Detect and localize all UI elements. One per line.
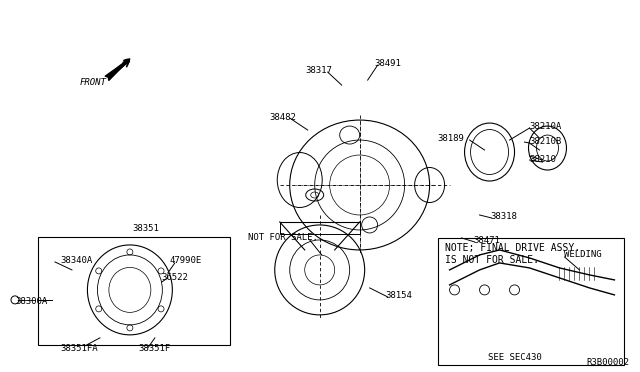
Text: FRONT: FRONT [80, 78, 107, 87]
Text: 38471: 38471 [474, 237, 500, 246]
Text: 38340A: 38340A [60, 256, 92, 266]
Text: 38300A: 38300A [15, 297, 47, 307]
Text: 38351F: 38351F [138, 344, 170, 353]
Text: NOT FOR SALE.: NOT FOR SALE. [248, 234, 317, 243]
Text: 38491: 38491 [374, 59, 401, 68]
Text: NOTE; FINAL DRIVE ASSY.: NOTE; FINAL DRIVE ASSY. [445, 243, 580, 253]
Text: WELDING: WELDING [564, 250, 602, 259]
Bar [438, 238, 625, 365]
Text: 38351: 38351 [132, 224, 159, 234]
Text: IS NOT FOR SALE.: IS NOT FOR SALE. [445, 255, 539, 265]
Text: 38154: 38154 [386, 291, 413, 301]
Text: 38318: 38318 [490, 212, 517, 221]
Text: R3B00002: R3B00002 [586, 358, 630, 367]
Text: 38351FA: 38351FA [60, 344, 97, 353]
Text: 38210: 38210 [529, 154, 556, 164]
Text: 38210A: 38210A [529, 122, 562, 131]
Text: 38210B: 38210B [529, 137, 562, 145]
Text: 38482: 38482 [269, 113, 296, 122]
Bar [280, 222, 360, 234]
Text: SEE SEC430: SEE SEC430 [488, 353, 541, 362]
Text: 36522: 36522 [162, 273, 189, 282]
Text: 47990E: 47990E [170, 256, 202, 266]
Text: 38317: 38317 [306, 65, 333, 75]
Bar [38, 237, 230, 345]
Text: 38189: 38189 [438, 134, 465, 142]
